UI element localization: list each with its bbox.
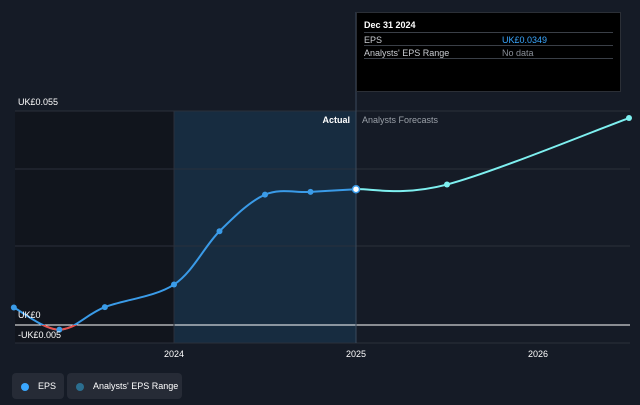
tooltip-eps-value: UK£0.0349 [502, 35, 548, 45]
y-tick-label: UK£0 [18, 310, 41, 320]
eps-point[interactable] [351, 184, 361, 194]
legend-eps-button[interactable]: EPS [12, 373, 64, 399]
forecast-point[interactable] [444, 181, 450, 188]
forecast-region-label: Analysts Forecasts [362, 115, 439, 125]
eps-point[interactable] [56, 326, 63, 333]
tooltip-range-value: No data [502, 48, 534, 58]
tooltip: Dec 31 2024 EPS UK£0.0349 Analysts' EPS … [356, 12, 621, 92]
actual-region-highlight [174, 111, 356, 343]
axis-labels: UK£0.055 UK£0 -UK£0.005 2024 2025 2026 Actual A… [18, 97, 548, 359]
eps-point[interactable] [171, 281, 177, 288]
x-tick-label: 2026 [528, 349, 548, 359]
past-region-shade [15, 111, 174, 343]
series-layer [10, 115, 632, 333]
legend-eps-label: EPS [38, 381, 57, 391]
range-legend-dot-icon [76, 383, 84, 391]
legend-range-button[interactable]: Analysts' EPS Range [67, 373, 182, 399]
eps-point[interactable] [307, 188, 314, 195]
y-tick-label: UK£0.055 [18, 97, 58, 107]
tooltip-row-range: Analysts' EPS Range No data [364, 45, 613, 59]
forecast-line [355, 117, 630, 193]
tooltip-title: Dec 31 2024 [364, 20, 416, 30]
eps-point[interactable] [262, 191, 268, 198]
legend-range-label: Analysts' EPS Range [93, 381, 179, 391]
y-tick-label: -UK£0.005 [18, 330, 61, 340]
tooltip-range-label: Analysts' EPS Range [364, 48, 450, 58]
eps-point[interactable] [216, 228, 223, 235]
tooltip-row-eps: EPS UK£0.0349 [364, 32, 613, 46]
eps-legend-dot-icon [21, 383, 29, 391]
forecast-point[interactable] [626, 115, 632, 122]
x-tick-label: 2025 [346, 349, 366, 359]
actual-region-label: Actual [322, 115, 350, 125]
x-tick-label: 2024 [164, 349, 184, 359]
eps-point[interactable] [10, 304, 17, 311]
tooltip-divider [364, 58, 613, 59]
eps-point[interactable] [101, 304, 108, 311]
tooltip-eps-label: EPS [364, 35, 383, 45]
